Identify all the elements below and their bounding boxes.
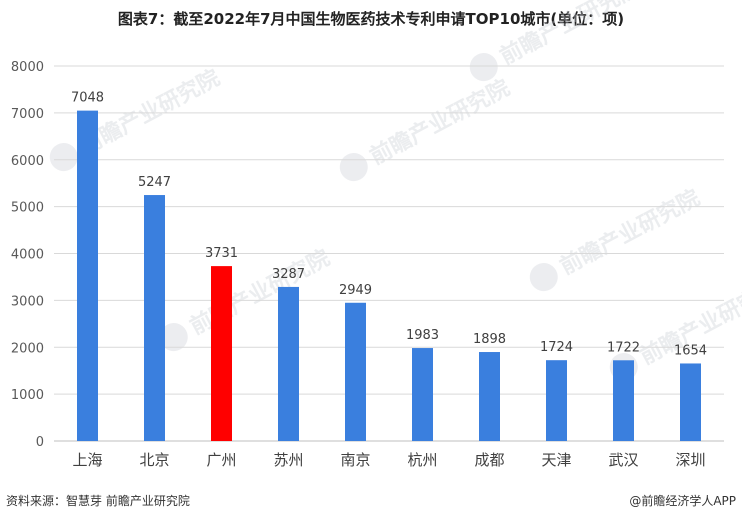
x-tick-label: 武汉 xyxy=(608,451,638,469)
bar xyxy=(680,363,701,441)
y-tick-label: 7000 xyxy=(11,107,44,122)
x-tick-label: 广州 xyxy=(206,451,236,469)
y-tick-label: 4000 xyxy=(11,248,44,263)
y-tick-label: 5000 xyxy=(11,201,44,216)
x-tick-label: 深圳 xyxy=(675,451,705,469)
bar xyxy=(479,352,500,441)
data-label: 7048 xyxy=(71,91,104,106)
data-label: 2949 xyxy=(339,283,372,298)
bar xyxy=(412,348,433,441)
data-label: 3287 xyxy=(272,267,305,282)
x-tick-label: 天津 xyxy=(541,451,571,469)
bar xyxy=(546,360,567,441)
bar xyxy=(77,110,98,441)
y-tick-label: 8000 xyxy=(11,60,44,75)
y-tick-label: 3000 xyxy=(11,294,44,309)
watermark: 前瞻产业研究院 xyxy=(159,245,334,352)
svg-text:前瞻产业研究院: 前瞻产业研究院 xyxy=(556,185,704,280)
y-tick-label: 1000 xyxy=(11,388,44,403)
x-tick-label: 北京 xyxy=(139,451,169,469)
y-tick-label: 2000 xyxy=(11,341,44,356)
y-tick-label: 6000 xyxy=(11,154,44,169)
y-tick-label: 0 xyxy=(36,435,44,450)
x-tick-label: 苏州 xyxy=(273,451,303,469)
watermark: 前瞻产业研究院 xyxy=(529,185,704,292)
svg-text:前瞻产业研究院: 前瞻产业研究院 xyxy=(366,75,514,170)
bar xyxy=(144,195,165,441)
brand-note: @前瞻经济学人APP xyxy=(629,494,736,508)
x-tick-label: 成都 xyxy=(474,451,504,469)
bar xyxy=(613,360,634,441)
x-tick-label: 南京 xyxy=(340,451,370,469)
x-tick-label: 上海 xyxy=(72,451,102,469)
x-tick-label: 杭州 xyxy=(407,451,437,469)
chart-title: 图表7：截至2022年7月中国生物医药技术专利申请TOP10城市(单位：项) xyxy=(117,10,625,28)
data-label: 3731 xyxy=(205,246,238,261)
bar xyxy=(345,302,366,441)
data-label: 1983 xyxy=(406,328,439,343)
data-label: 5247 xyxy=(138,175,171,190)
watermark: 前瞻产业研究院 xyxy=(339,75,514,182)
data-label: 1654 xyxy=(674,343,707,358)
bar xyxy=(278,286,299,441)
data-label: 1722 xyxy=(607,340,640,355)
data-label: 1898 xyxy=(473,332,506,347)
source-note: 资料来源：智慧芽 前瞻产业研究院 xyxy=(6,494,190,508)
data-label: 1724 xyxy=(540,340,573,355)
watermark: 前瞻产业研究院 xyxy=(469,0,644,82)
bar xyxy=(211,266,232,441)
svg-text:前瞻产业研究院: 前瞻产业研究院 xyxy=(496,0,644,70)
watermark: 前瞻产业研究院 xyxy=(49,65,224,172)
